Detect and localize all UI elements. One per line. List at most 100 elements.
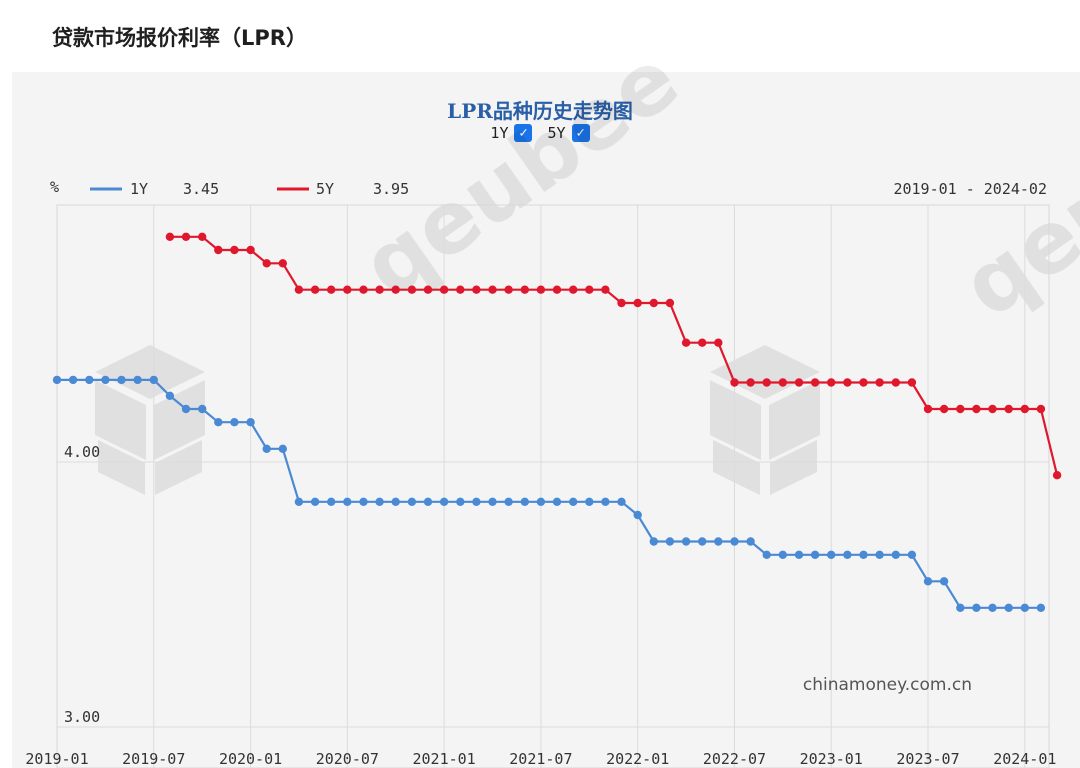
data-point-1y[interactable] xyxy=(407,497,417,506)
data-point-5y[interactable] xyxy=(923,404,933,414)
data-point-5y[interactable] xyxy=(327,285,336,294)
data-point-5y[interactable] xyxy=(778,378,787,387)
data-point-1y[interactable] xyxy=(681,537,691,546)
data-point-5y[interactable] xyxy=(827,378,836,387)
data-point-1y[interactable] xyxy=(198,404,207,414)
data-point-1y[interactable] xyxy=(488,497,497,506)
data-point-1y[interactable] xyxy=(149,375,158,385)
data-point-5y[interactable] xyxy=(665,298,675,308)
data-point-1y[interactable] xyxy=(278,444,287,453)
data-point-5y[interactable] xyxy=(681,338,691,347)
data-point-5y[interactable] xyxy=(988,404,997,414)
data-point-1y[interactable] xyxy=(1020,603,1029,612)
data-point-1y[interactable] xyxy=(439,497,449,506)
data-point-5y[interactable] xyxy=(488,285,497,294)
data-point-5y[interactable] xyxy=(278,259,287,268)
data-point-5y[interactable] xyxy=(520,285,529,294)
data-point-1y[interactable] xyxy=(698,537,707,546)
data-point-5y[interactable] xyxy=(1020,404,1029,414)
data-point-5y[interactable] xyxy=(762,378,771,387)
data-point-5y[interactable] xyxy=(569,285,578,294)
data-point-5y[interactable] xyxy=(246,245,255,255)
data-point-1y[interactable] xyxy=(843,550,852,559)
data-point-5y[interactable] xyxy=(375,285,384,294)
data-point-5y[interactable] xyxy=(891,378,900,387)
data-point-5y[interactable] xyxy=(391,285,400,294)
data-point-1y[interactable] xyxy=(165,391,175,400)
data-point-5y[interactable] xyxy=(698,338,707,347)
data-point-1y[interactable] xyxy=(794,550,804,559)
data-point-5y[interactable] xyxy=(359,285,368,294)
data-point-1y[interactable] xyxy=(762,550,771,559)
data-point-1y[interactable] xyxy=(746,537,755,546)
data-point-1y[interactable] xyxy=(569,497,578,506)
data-point-5y[interactable] xyxy=(552,285,562,294)
data-point-5y[interactable] xyxy=(794,378,804,387)
data-point-5y[interactable] xyxy=(536,285,546,294)
data-point-5y[interactable] xyxy=(407,285,417,294)
data-point-5y[interactable] xyxy=(746,378,755,387)
data-point-5y[interactable] xyxy=(939,404,949,414)
checkbox-1y[interactable]: ✓ xyxy=(514,124,533,142)
data-point-1y[interactable] xyxy=(1036,603,1046,612)
data-point-1y[interactable] xyxy=(520,497,529,506)
data-point-1y[interactable] xyxy=(778,550,787,559)
data-point-1y[interactable] xyxy=(423,497,433,506)
data-point-1y[interactable] xyxy=(827,550,836,559)
data-point-1y[interactable] xyxy=(214,418,223,427)
data-point-5y[interactable] xyxy=(423,285,433,294)
data-point-1y[interactable] xyxy=(133,375,142,385)
data-point-1y[interactable] xyxy=(68,375,78,385)
data-point-1y[interactable] xyxy=(665,537,675,546)
data-point-1y[interactable] xyxy=(359,497,368,506)
data-point-5y[interactable] xyxy=(165,232,175,241)
data-point-5y[interactable] xyxy=(214,245,223,255)
toggle-5y[interactable]: 5Y ✓ xyxy=(548,124,590,142)
data-point-1y[interactable] xyxy=(972,603,981,612)
data-point-1y[interactable] xyxy=(391,497,400,506)
data-point-5y[interactable] xyxy=(875,378,884,387)
data-point-1y[interactable] xyxy=(939,577,949,586)
data-point-1y[interactable] xyxy=(536,497,546,506)
data-point-5y[interactable] xyxy=(601,285,610,294)
legend-1y[interactable]: 1Y 3.45 xyxy=(90,180,219,198)
data-point-1y[interactable] xyxy=(181,404,191,414)
data-point-5y[interactable] xyxy=(585,285,594,294)
data-point-1y[interactable] xyxy=(649,537,658,546)
data-point-5y[interactable] xyxy=(859,378,868,387)
data-point-5y[interactable] xyxy=(343,285,352,294)
data-point-1y[interactable] xyxy=(585,497,594,506)
data-point-1y[interactable] xyxy=(101,375,110,385)
data-point-5y[interactable] xyxy=(230,245,239,255)
data-point-1y[interactable] xyxy=(956,603,965,612)
data-point-1y[interactable] xyxy=(617,497,626,506)
data-point-1y[interactable] xyxy=(988,603,997,612)
data-point-5y[interactable] xyxy=(810,378,820,387)
data-point-1y[interactable] xyxy=(85,375,94,385)
data-point-1y[interactable] xyxy=(891,550,900,559)
data-point-5y[interactable] xyxy=(617,298,626,308)
data-point-5y[interactable] xyxy=(1004,404,1013,414)
data-point-1y[interactable] xyxy=(923,577,933,586)
data-point-1y[interactable] xyxy=(117,375,126,385)
data-point-1y[interactable] xyxy=(294,497,304,506)
data-point-1y[interactable] xyxy=(52,375,62,385)
data-point-5y[interactable] xyxy=(907,378,917,387)
data-point-5y[interactable] xyxy=(198,232,207,241)
data-point-1y[interactable] xyxy=(730,537,739,546)
data-point-5y[interactable] xyxy=(730,378,739,387)
data-point-1y[interactable] xyxy=(327,497,336,506)
data-point-1y[interactable] xyxy=(230,418,239,427)
data-point-5y[interactable] xyxy=(456,285,465,294)
data-point-1y[interactable] xyxy=(633,510,642,520)
data-point-1y[interactable] xyxy=(907,550,917,559)
data-point-5y[interactable] xyxy=(472,285,481,294)
data-point-1y[interactable] xyxy=(859,550,868,559)
data-point-1y[interactable] xyxy=(262,444,271,453)
data-point-1y[interactable] xyxy=(1004,603,1013,612)
data-point-5y[interactable] xyxy=(310,285,320,294)
data-point-1y[interactable] xyxy=(246,418,255,427)
checkbox-5y[interactable]: ✓ xyxy=(571,124,590,142)
data-point-5y[interactable] xyxy=(181,232,191,241)
data-point-1y[interactable] xyxy=(601,497,610,506)
